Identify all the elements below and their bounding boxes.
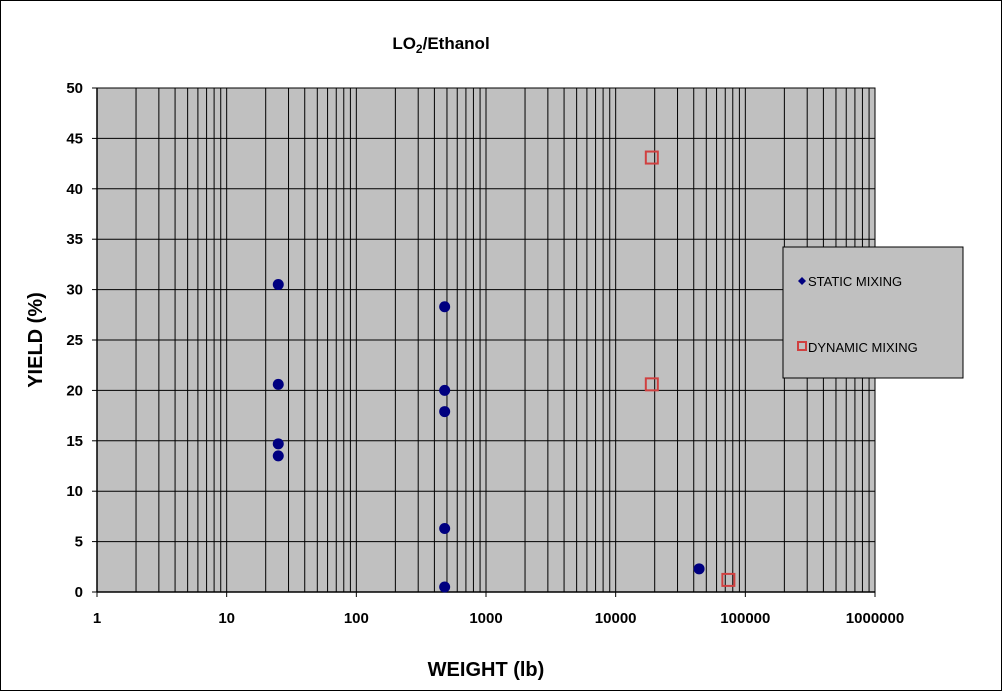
y-tick-label: 5: [75, 534, 83, 551]
chart-title: LO2/Ethanol: [392, 34, 489, 56]
legend-marker-dynamic-mixing: [797, 341, 807, 351]
x-tick-label: 1000: [469, 610, 502, 627]
y-tick-label: 0: [75, 584, 83, 601]
static-mixing-point: [693, 563, 705, 575]
y-tick-label: 50: [66, 80, 83, 97]
static-mixing-point: [272, 279, 284, 291]
y-tick-label: 10: [66, 483, 83, 500]
dynamic-mixing-point: [644, 150, 659, 165]
legend-label-dynamic-mixing: DYNAMIC MIXING: [808, 340, 918, 355]
legend: STATIC MIXING DYNAMIC MIXING: [782, 246, 964, 379]
y-tick-label: 40: [66, 181, 83, 198]
x-axis-label: WEIGHT (lb): [428, 659, 545, 681]
x-tick-label: 100: [344, 610, 369, 627]
chart-title-subscript: 2: [416, 42, 423, 56]
y-tick-label: 20: [66, 382, 83, 399]
static-mixing-point: [272, 378, 284, 390]
x-tick-label: 10: [218, 610, 235, 627]
legend-label-static-mixing: STATIC MIXING: [808, 274, 902, 289]
legend-box: [782, 246, 964, 379]
x-tick-label: 1000000: [846, 610, 904, 627]
static-mixing-point: [439, 301, 451, 313]
x-axis-ticks: 1 10 100 1000 10000 100000 1000000: [93, 592, 904, 627]
x-tick-label: 100000: [720, 610, 770, 627]
static-mixing-point: [272, 438, 284, 450]
chart-title-rest: /Ethanol: [423, 34, 490, 53]
static-mixing-point: [439, 581, 451, 593]
x-tick-label: 10000: [595, 610, 637, 627]
y-tick-label: 45: [66, 130, 83, 147]
y-tick-label: 15: [66, 433, 83, 450]
static-mixing-point: [439, 384, 451, 396]
y-axis-label: YIELD (%): [25, 292, 47, 388]
y-tick-label: 30: [66, 282, 83, 299]
dynamic-mixing-point: [721, 572, 736, 587]
x-tick-label: 1: [93, 610, 101, 627]
static-mixing-point: [439, 522, 451, 534]
static-mixing-point: [439, 406, 451, 418]
y-tick-label: 25: [66, 332, 83, 349]
dynamic-mixing-point: [644, 377, 659, 392]
static-mixing-point: [272, 450, 284, 462]
legend-marker-static-mixing: [798, 277, 806, 285]
y-tick-label: 35: [66, 231, 83, 248]
data-points: [272, 150, 736, 593]
y-axis-ticks: 0 5 10 15 20 25 30 35 40 45 50: [66, 80, 97, 601]
chart-title-main: LO: [392, 34, 416, 53]
